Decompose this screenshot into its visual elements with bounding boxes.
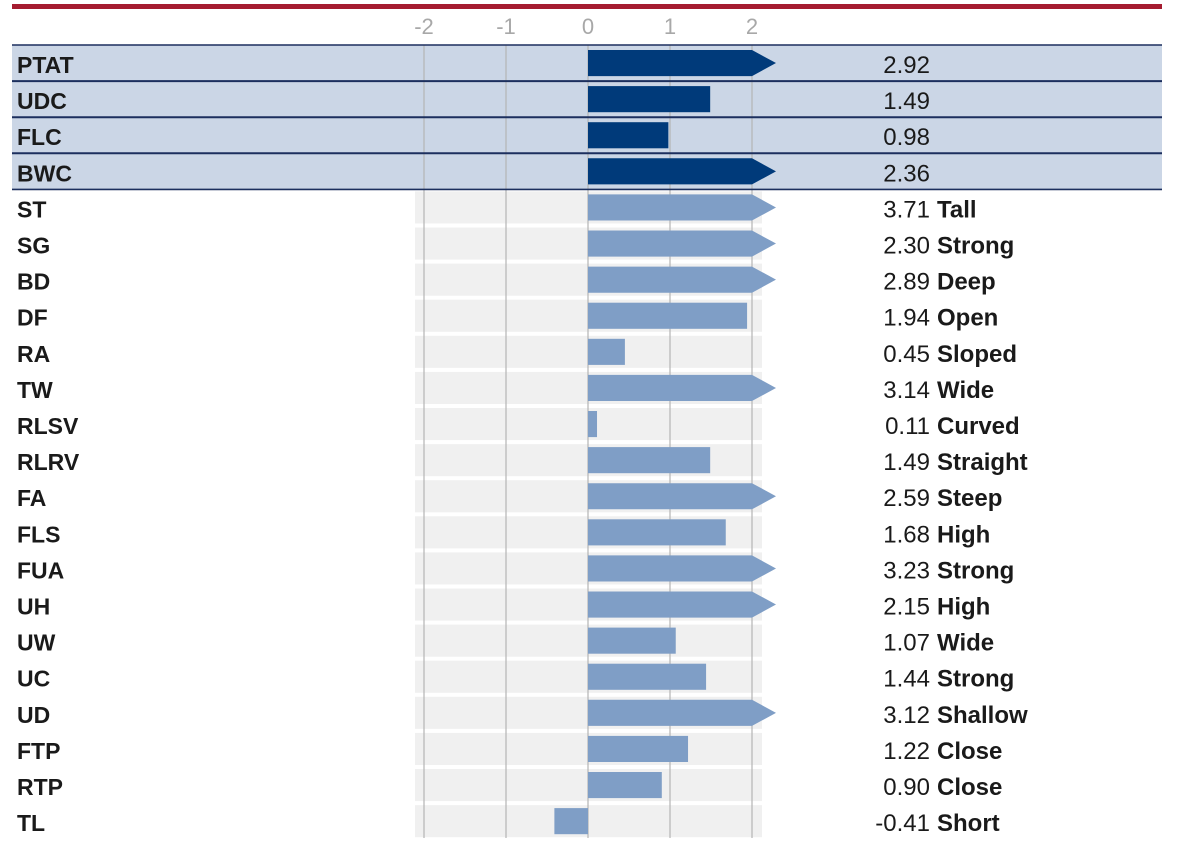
value-label: 2.30: [883, 233, 930, 260]
bar-arrow: [588, 374, 776, 401]
value-label: 1.44: [883, 666, 930, 693]
descriptor-label: Tall: [937, 196, 977, 223]
category-label: RTP: [17, 774, 63, 800]
bar-arrow: [588, 158, 776, 185]
descriptor-label: High: [937, 594, 990, 621]
descriptor-label: Strong: [937, 557, 1014, 584]
value-label: 0.98: [883, 124, 930, 151]
category-label: FLS: [17, 521, 60, 547]
descriptor-label: Open: [937, 305, 998, 332]
bar: [588, 302, 748, 329]
value-label: 3.12: [883, 702, 930, 729]
bar-arrow: [588, 591, 776, 618]
value-label: 0.11: [885, 413, 930, 440]
bar: [588, 663, 707, 690]
category-label: RLSV: [17, 413, 79, 439]
category-label: UD: [17, 702, 50, 728]
row-highlight: [12, 117, 1162, 154]
category-label: UC: [17, 666, 50, 692]
bar-arrow: [588, 555, 776, 582]
value-label: 2.36: [883, 160, 930, 187]
x-tick-label: 0: [582, 14, 594, 39]
x-tick-label: 1: [664, 14, 676, 39]
row-highlight: [12, 81, 1162, 118]
bar: [588, 519, 726, 546]
category-label: BWC: [17, 160, 72, 186]
bar: [588, 86, 711, 113]
x-tick-label: -2: [414, 14, 434, 39]
value-label: 0.90: [883, 774, 930, 801]
value-label: 3.23: [883, 557, 930, 584]
descriptor-label: Wide: [937, 377, 994, 404]
bar: [588, 411, 598, 438]
value-label: 3.71: [883, 196, 930, 223]
bar: [588, 338, 625, 365]
value-label: -0.41: [875, 810, 930, 837]
category-label: FUA: [17, 557, 64, 583]
descriptor-label: Shallow: [937, 702, 1028, 729]
value-label: 1.49: [883, 88, 930, 115]
bar: [554, 808, 588, 835]
value-label: 3.14: [883, 377, 930, 404]
category-label: TW: [17, 377, 53, 403]
x-tick-label: 2: [746, 14, 758, 39]
bar-arrow: [588, 699, 776, 726]
descriptor-label: Curved: [937, 413, 1020, 440]
value-label: 2.15: [883, 594, 930, 621]
bar: [588, 735, 689, 762]
descriptor-label: Strong: [937, 233, 1014, 260]
descriptor-label: High: [937, 521, 990, 548]
value-label: 1.68: [883, 521, 930, 548]
descriptor-label: Short: [937, 810, 1000, 837]
category-label: UH: [17, 594, 50, 620]
category-label: FLC: [17, 124, 62, 150]
value-label: 2.89: [883, 269, 930, 296]
category-label: RA: [17, 341, 50, 367]
top-rule: [12, 4, 1162, 9]
bar: [588, 772, 662, 799]
value-label: 1.94: [883, 305, 930, 332]
value-label: 1.49: [883, 449, 930, 476]
category-label: RLRV: [17, 449, 80, 475]
descriptor-label: Close: [937, 774, 1002, 801]
bar-arrow: [588, 230, 776, 257]
descriptor-label: Wide: [937, 630, 994, 657]
row-highlight: [12, 45, 1162, 82]
bar-arrow: [588, 266, 776, 293]
value-label: 2.92: [883, 52, 930, 79]
category-label: UW: [17, 630, 56, 656]
descriptor-label: Strong: [937, 666, 1014, 693]
descriptor-label: Steep: [937, 485, 1002, 512]
bar-arrow: [588, 483, 776, 510]
value-label: 1.07: [883, 630, 930, 657]
value-label: 2.59: [883, 485, 930, 512]
category-label: BD: [17, 269, 50, 295]
bar: [588, 122, 669, 149]
descriptor-label: Straight: [937, 449, 1028, 476]
x-tick-label: -1: [496, 14, 516, 39]
category-label: FA: [17, 485, 46, 511]
row-highlight: [12, 153, 1162, 190]
bar: [588, 447, 711, 474]
bar: [588, 627, 676, 654]
category-label: DF: [17, 305, 48, 331]
category-label: FTP: [17, 738, 60, 764]
descriptor-label: Close: [937, 738, 1002, 765]
value-label: 0.45: [883, 341, 930, 368]
bar-arrow: [588, 50, 776, 77]
category-label: PTAT: [17, 52, 74, 78]
category-label: UDC: [17, 88, 67, 114]
value-label: 1.22: [883, 738, 930, 765]
category-label: ST: [17, 196, 46, 222]
bar-arrow: [588, 194, 776, 221]
category-label: SG: [17, 233, 50, 259]
descriptor-label: Deep: [937, 269, 996, 296]
descriptor-label: Sloped: [937, 341, 1017, 368]
category-label: TL: [17, 810, 45, 836]
